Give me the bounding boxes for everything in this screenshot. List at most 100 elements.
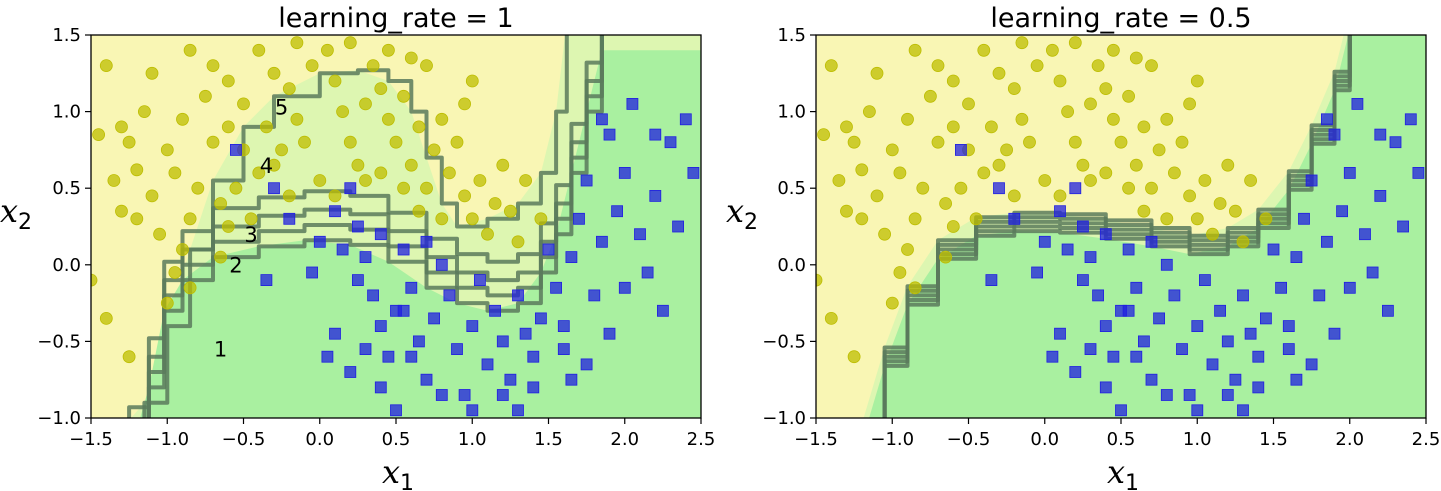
data-point-class-0 — [145, 66, 159, 80]
data-point-class-0 — [1076, 158, 1090, 172]
contour-label-1: 1 — [214, 338, 227, 362]
data-point-class-0 — [824, 311, 838, 325]
data-point-class-1 — [1374, 189, 1387, 202]
x-tick-label: 0.0 — [305, 429, 334, 450]
data-point-class-1 — [496, 389, 509, 401]
data-point-class-0 — [252, 166, 266, 180]
data-point-class-0 — [534, 212, 548, 226]
data-point-class-1 — [596, 113, 608, 126]
data-point-class-1 — [1412, 166, 1425, 179]
data-point-class-0 — [359, 174, 372, 187]
data-point-class-0 — [946, 220, 960, 233]
data-point-class-1 — [1130, 350, 1143, 363]
data-point-class-1 — [1054, 205, 1066, 218]
data-point-class-0 — [374, 82, 388, 95]
data-point-class-0 — [946, 74, 960, 88]
plot-area — [91, 35, 701, 418]
data-point-class-1 — [580, 174, 593, 187]
data-point-class-0 — [374, 166, 388, 180]
x-tick-label: −1.0 — [145, 429, 189, 450]
data-point-class-0 — [1000, 143, 1013, 157]
data-point-class-1 — [649, 189, 662, 202]
data-point-class-0 — [450, 135, 464, 149]
data-point-class-0 — [305, 59, 319, 72]
x-tick-label: 1.0 — [1183, 429, 1212, 450]
data-point-class-1 — [405, 281, 418, 294]
data-point-class-0 — [908, 212, 922, 226]
data-point-class-0 — [1084, 97, 1097, 111]
data-point-class-0 — [343, 135, 357, 149]
subplot-learning-rate-0-5: −1.5 −1.0 −0.5 0.0 0.5 1.0 1.5 2.0 2.5 −1.0−0.50… — [726, 3, 1440, 491]
data-point-class-1 — [1229, 373, 1242, 386]
data-point-class-0 — [412, 204, 426, 218]
data-point-class-1 — [664, 136, 677, 149]
contour-label-2: 2 — [229, 254, 242, 278]
data-point-class-0 — [1190, 74, 1204, 88]
x-tick-label: −0.5 — [947, 429, 991, 450]
scatter-points — [816, 36, 1425, 417]
x-tick-label: 1.0 — [458, 429, 487, 450]
data-point-class-0 — [855, 212, 869, 226]
data-point-class-0 — [221, 220, 235, 233]
data-point-class-1 — [344, 366, 357, 378]
data-point-class-1 — [1168, 289, 1181, 302]
data-point-class-0 — [1137, 204, 1151, 218]
data-point-class-1 — [985, 274, 998, 287]
data-point-class-0 — [969, 212, 983, 226]
data-point-class-1 — [1084, 343, 1097, 356]
x-tick-label: 2.5 — [687, 429, 716, 450]
data-point-class-0 — [381, 43, 395, 57]
data-point-class-1 — [1092, 289, 1104, 302]
data-point-class-0 — [183, 43, 197, 57]
data-point-class-0 — [1122, 89, 1135, 103]
data-point-class-0 — [931, 135, 945, 149]
data-point-class-1 — [397, 243, 410, 256]
data-point-class-0 — [404, 51, 418, 65]
data-point-class-0 — [206, 59, 220, 72]
data-point-class-1 — [443, 289, 456, 302]
data-point-class-0 — [511, 235, 525, 249]
data-point-class-0 — [954, 181, 968, 195]
data-point-class-1 — [329, 205, 341, 218]
data-point-class-1 — [1336, 205, 1348, 218]
data-point-class-1 — [1366, 266, 1379, 279]
data-point-class-1 — [1084, 251, 1097, 264]
data-point-class-0 — [435, 112, 449, 126]
data-point-class-1 — [1267, 243, 1280, 256]
data-point-class-1 — [313, 235, 326, 248]
y-tick-label: 0.5 — [52, 178, 81, 199]
data-point-class-0 — [91, 273, 98, 287]
data-point-class-1 — [588, 289, 601, 302]
data-point-class-0 — [115, 120, 128, 134]
x-tick-label: 2.0 — [1335, 429, 1364, 450]
y-axis-label: x2 — [0, 192, 32, 235]
data-point-class-1 — [512, 289, 524, 302]
data-point-class-0 — [962, 97, 975, 111]
y-axis-label: x2 — [726, 192, 758, 235]
data-point-class-0 — [389, 135, 403, 149]
data-point-class-0 — [130, 163, 144, 177]
x-tick-label: 0.5 — [382, 429, 411, 450]
data-point-class-0 — [1099, 166, 1113, 180]
data-point-class-0 — [153, 227, 167, 241]
data-point-class-1 — [1206, 358, 1219, 371]
data-point-class-1 — [565, 251, 578, 264]
data-point-class-1 — [1099, 320, 1112, 333]
data-point-class-0 — [465, 212, 479, 226]
data-point-class-0 — [1007, 82, 1021, 95]
data-point-class-0 — [1175, 135, 1189, 149]
data-point-class-1 — [611, 205, 623, 218]
x-tick-label: 1.5 — [534, 429, 563, 450]
data-point-class-1 — [1038, 235, 1051, 248]
data-point-class-0 — [870, 189, 884, 203]
x-axis-ticks: −1.5 −1.0 −0.5 0.0 0.5 1.0 1.5 2.0 2.5 — [794, 418, 1440, 450]
x-tick-label: −1.5 — [69, 429, 113, 450]
data-point-class-0 — [924, 89, 937, 103]
data-point-class-1 — [435, 258, 448, 271]
data-point-class-0 — [840, 204, 853, 218]
data-point-class-0 — [1129, 51, 1143, 65]
data-point-class-1 — [1069, 182, 1082, 195]
data-point-class-1 — [1191, 404, 1204, 417]
data-point-class-1 — [481, 358, 494, 371]
